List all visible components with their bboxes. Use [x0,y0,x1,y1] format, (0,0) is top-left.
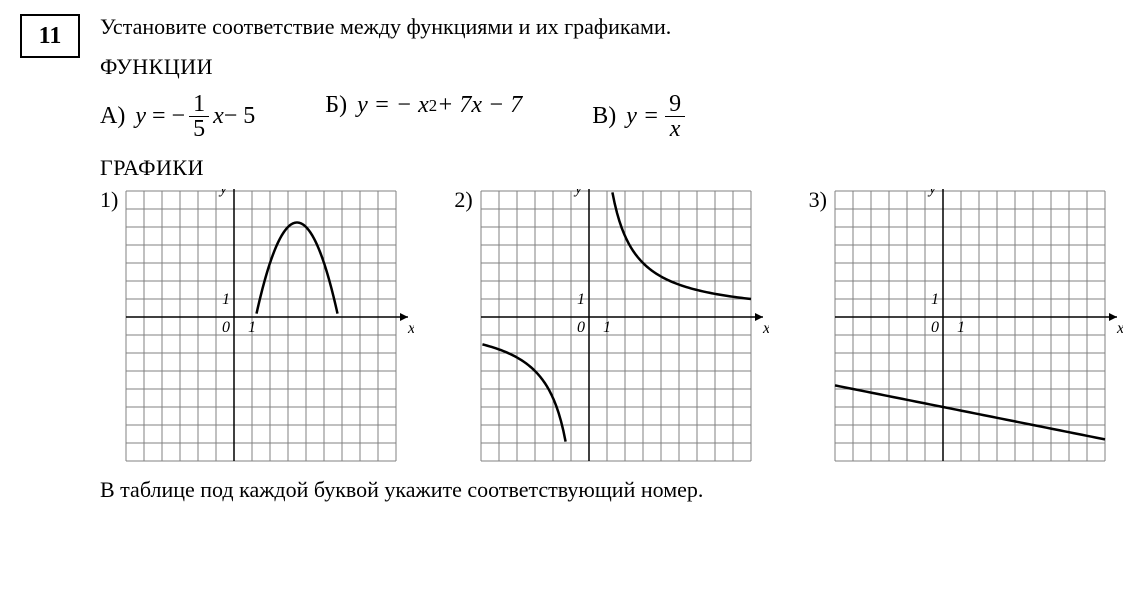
graph-2-label: 2) [454,187,472,213]
svg-text:1: 1 [931,291,939,308]
svg-text:x: x [762,320,769,337]
svg-text:0: 0 [931,319,939,336]
function-b-sup: 2 [429,96,437,116]
function-v-lhs: y = [626,103,659,130]
function-b-after: + 7x − 7 [437,92,522,119]
graphs-heading: ГРАФИКИ [100,155,1123,181]
svg-text:y: y [927,189,937,197]
function-b: Б) y = − x 2 + 7x − 7 [325,92,522,119]
svg-text:1: 1 [248,319,256,336]
svg-text:1: 1 [957,319,965,336]
function-a-label: А) [100,103,125,130]
function-a-tail: − 5 [224,103,256,130]
svg-text:1: 1 [577,291,585,308]
graph-3-label: 3) [809,187,827,213]
function-a-neg: − [172,103,186,130]
function-a-y: y [135,103,146,130]
function-a-fraction: 1 5 [189,92,209,141]
graph-1-wrap: 1) x y 0 1 1 [100,189,414,463]
function-v: В) y = 9 x [592,92,689,141]
function-v-fraction: 9 x [665,92,685,141]
function-v-label: В) [592,103,616,130]
prompt-text: Установите соответствие между функциями … [100,14,1123,40]
graph-2-wrap: 2) x y 0 1 1 [454,189,768,463]
svg-text:1: 1 [603,319,611,336]
graph-3: x y 0 1 1 [833,189,1123,463]
function-a-eq: = [152,103,166,130]
function-b-before: y = − x [357,92,429,119]
question-number: 11 [39,23,62,50]
svg-text:0: 0 [222,319,230,336]
functions-row: А) y = − 1 5 x − 5 Б) y = − x 2 + 7x − 7… [100,92,1123,141]
svg-text:y: y [573,189,583,197]
graph-2: x y 0 1 1 [479,189,769,463]
function-a-x: x [213,103,224,130]
function-v-num: 9 [665,92,685,116]
graphs-row: 1) x y 0 1 1 2) x y 0 1 1 3) x y 0 1 1 [100,189,1123,463]
function-a-num: 1 [189,92,209,116]
svg-text:0: 0 [577,319,585,336]
graph-3-wrap: 3) x y 0 1 1 [809,189,1123,463]
svg-text:x: x [1116,320,1123,337]
function-b-label: Б) [325,92,347,119]
svg-text:1: 1 [222,291,230,308]
graph-1: x y 0 1 1 [124,189,414,463]
function-a: А) y = − 1 5 x − 5 [100,92,255,141]
bottom-instruction: В таблице под каждой буквой укажите соот… [100,477,1123,503]
function-v-den: x [666,117,685,141]
svg-text:y: y [218,189,228,197]
graph-1-label: 1) [100,187,118,213]
function-a-den: 5 [189,117,209,141]
question-number-box: 11 [20,14,80,58]
svg-text:x: x [407,320,414,337]
functions-heading: ФУНКЦИИ [100,54,1123,80]
